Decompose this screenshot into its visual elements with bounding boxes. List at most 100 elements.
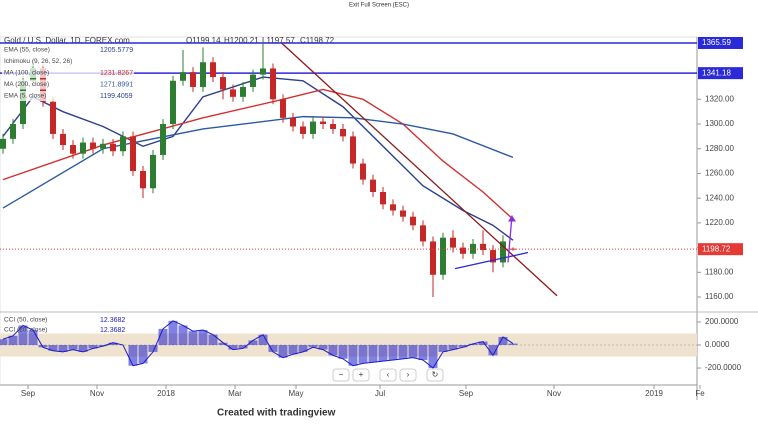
- candle-body: [60, 133, 66, 146]
- ohlc-value: L1197.57: [262, 36, 295, 45]
- candle-body: [110, 143, 116, 152]
- cci-line: [2, 320, 514, 369]
- reset-button[interactable]: [426, 368, 444, 382]
- cci-bar: [468, 343, 478, 346]
- x-tick-label: Fe: [695, 389, 705, 398]
- cci-bar: [58, 345, 68, 352]
- x-tick-label: Nov: [90, 389, 104, 398]
- cci-bar: [498, 336, 508, 346]
- candle-body: [300, 126, 306, 134]
- cci-bar: [448, 345, 458, 350]
- cci-bar: [268, 345, 278, 352]
- candle-body: [450, 237, 456, 248]
- cci-bar: [298, 345, 308, 352]
- y-tick-label: 1260.00: [705, 169, 734, 178]
- cci-tick-label: 200.0000: [705, 317, 739, 326]
- cci-bar: [138, 345, 148, 364]
- zoom-out-button[interactable]: [332, 368, 350, 382]
- legend-name: MA (100, close): [4, 70, 49, 77]
- y-tick-label: 1240.00: [705, 193, 734, 202]
- x-tick-label: Jul: [375, 389, 385, 398]
- candle-body: [420, 225, 426, 242]
- candle-body: [140, 170, 146, 189]
- x-tick-label: 2018: [157, 389, 175, 398]
- cci-legend-name: CCI (20, close): [4, 327, 47, 334]
- trend-drawing: [454, 251, 529, 270]
- legend-bg: [2, 68, 134, 78]
- ohlc-key: C: [300, 36, 306, 45]
- price-line-label: 1341.18: [702, 68, 731, 77]
- cci-bar: [98, 345, 108, 347]
- x-tick-label: Sep: [21, 389, 36, 398]
- candle-body: [320, 121, 326, 125]
- cci-legend-value: 12.3682: [100, 327, 125, 334]
- candle-body: [270, 68, 276, 100]
- reset-icon: ↻: [432, 370, 439, 379]
- cci-bar: [78, 345, 88, 352]
- legend-name: EMA (5, close): [4, 93, 46, 100]
- ohlc-value: H1200.21: [224, 36, 259, 45]
- zoom-in-button[interactable]: [352, 368, 370, 382]
- legend-bg: [2, 91, 134, 101]
- candle-body: [490, 250, 496, 263]
- x-tick-label: Sep: [459, 389, 474, 398]
- legend-name: MA (200, close): [4, 81, 49, 88]
- cci-bar: [148, 345, 158, 352]
- exit-fullscreen[interactable]: Exit Full Screen (ESC): [349, 3, 409, 9]
- cci-bar: [368, 345, 378, 363]
- ohlc-key: O: [186, 36, 192, 45]
- footer: Created with tradingview: [217, 408, 336, 419]
- y-tick-label: 1320.00: [705, 94, 734, 103]
- cci-bar: [238, 345, 248, 349]
- x-tick-label: Mar: [228, 389, 242, 398]
- ohlc-number: 1200.21: [230, 36, 259, 45]
- candle-body: [410, 216, 416, 226]
- symbol-title: Gold / U.S. Dollar, 1D, FOREX.com: [4, 36, 130, 45]
- candle-body: [290, 117, 296, 127]
- cci-bar: [108, 342, 118, 346]
- cci-bar: [348, 345, 358, 366]
- cci-bar: [438, 345, 448, 352]
- candle-body: [350, 136, 356, 164]
- cci-tick-label: -200.0000: [705, 363, 742, 372]
- moving-average: [2, 88, 514, 220]
- cci-bar: [278, 345, 288, 358]
- candle-body: [370, 179, 376, 192]
- candle-body: [130, 136, 136, 171]
- candle-body: [200, 62, 206, 87]
- price-line-tag: [698, 36, 743, 49]
- cci-bar: [408, 345, 418, 358]
- cci-bar: [428, 345, 438, 369]
- zoom-in-icon: +: [359, 370, 364, 379]
- cci-bar: [28, 330, 38, 346]
- cci-bar: [198, 330, 208, 346]
- cci-bar: [328, 345, 338, 356]
- trend-drawing: [507, 215, 513, 263]
- scroll-right-button[interactable]: [399, 368, 417, 382]
- x-tick-label: Nov: [547, 389, 561, 398]
- ohlc-key: L: [262, 36, 267, 45]
- cci-bar: [158, 328, 168, 346]
- candle-body: [310, 121, 316, 134]
- scroll-left-button[interactable]: [379, 368, 397, 382]
- header: Gold / U.S. Dollar, 1D, FOREX.com O1199.…: [4, 36, 335, 45]
- legend-value: 1231.8267: [100, 70, 133, 77]
- ohlc-number: 1199.14: [192, 36, 221, 45]
- ohlc-key: H: [224, 36, 230, 45]
- candle-body: [500, 241, 506, 263]
- zoom-out-icon: −: [339, 370, 344, 379]
- candle-body: [20, 80, 26, 125]
- cci-bar: [168, 320, 178, 346]
- ohlc-value: O1199.14: [186, 36, 221, 45]
- cci-bar: [218, 342, 228, 346]
- price-line-label: 1365.59: [702, 38, 731, 47]
- candle-body: [460, 247, 466, 254]
- candle-body: [90, 142, 96, 149]
- legend-bg: [2, 45, 134, 55]
- y-tick-label: 1160.00: [705, 292, 734, 301]
- scroll-right-icon: ›: [407, 370, 410, 379]
- ohlc-number: 1198.72: [306, 36, 335, 45]
- candle-body: [120, 136, 126, 152]
- candle-body: [430, 241, 436, 275]
